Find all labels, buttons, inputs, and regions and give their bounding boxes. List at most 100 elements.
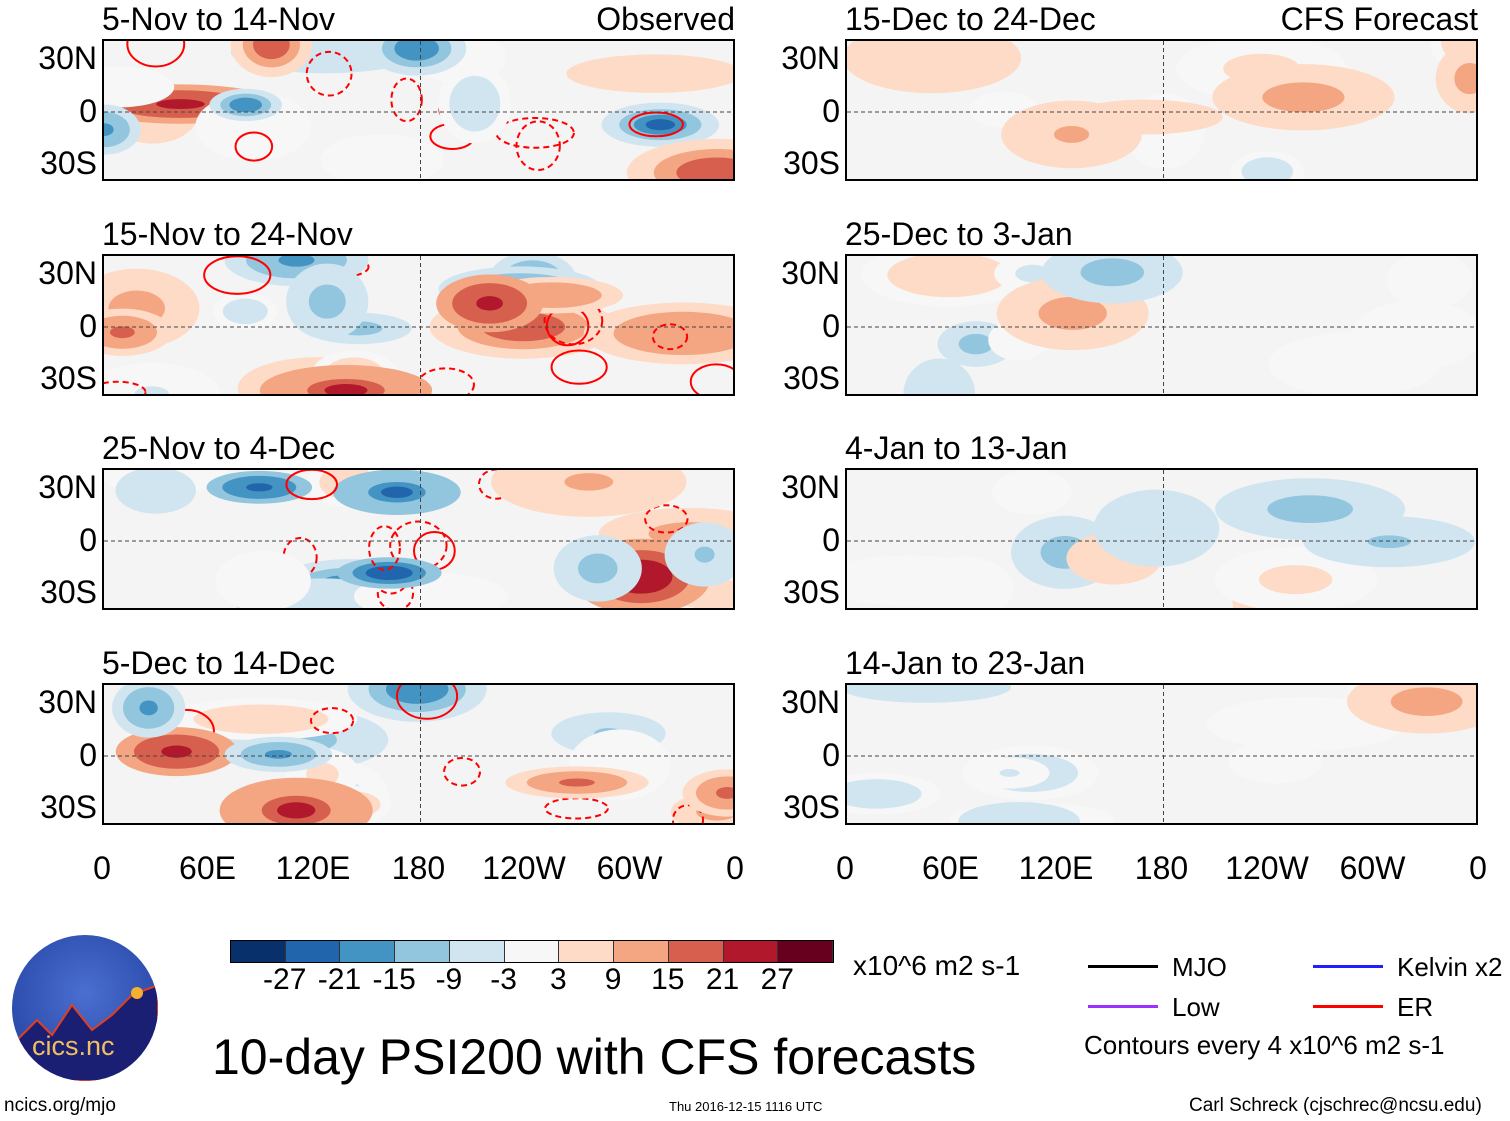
psi-anomaly-blob: [139, 700, 158, 716]
er-contour: [651, 323, 689, 351]
er-contour: [104, 380, 147, 394]
psi-anomaly-blob: [1053, 304, 1092, 323]
lon-label: 120E: [1018, 850, 1094, 886]
psi-anomaly-blob: [1263, 756, 1287, 768]
colorbar-swatch: [340, 941, 396, 962]
colorbar-swatch: [285, 941, 341, 962]
psi-anomaly-blob: [658, 325, 708, 342]
lat-label: 30N: [38, 469, 97, 505]
er-contour: [126, 41, 186, 68]
colorbar-tick-label: -9: [435, 963, 463, 996]
legend-line: [1313, 1005, 1383, 1008]
units-label: x10^6 m2 s-1: [853, 950, 1021, 981]
psi-anomaly-blob: [156, 99, 205, 110]
map-panel: [102, 468, 735, 610]
psi-anomaly-blob: [1258, 166, 1277, 177]
lat-label: 30N: [38, 255, 97, 291]
lat-label: 30S: [783, 145, 840, 181]
psi-anomaly-blob: [860, 788, 893, 800]
psi-anomaly-blob: [265, 749, 292, 759]
lat-label: 0: [79, 521, 97, 558]
psi-anomaly-blob: [376, 569, 403, 577]
figure-title: 10-day PSI200 with CFS forecasts: [212, 1029, 977, 1085]
psi-anomaly-blob: [324, 384, 368, 394]
lon-label: 60E: [179, 850, 236, 886]
er-contour: [550, 349, 608, 385]
panel-title: 5-Nov to 14-Nov: [102, 1, 335, 37]
psi-anomaly-blob: [1126, 112, 1165, 122]
psi-anomaly-blob: [301, 601, 346, 608]
lat-label: 0: [822, 736, 840, 773]
lat-label: 0: [79, 92, 97, 129]
legend-label: Kelvin x2: [1397, 952, 1503, 982]
psi-anomaly-blob: [236, 100, 255, 110]
colorbar-tick-label: 9: [604, 963, 622, 996]
lat-label: 0: [822, 92, 840, 129]
psi-anomaly-blob: [999, 769, 1020, 777]
panel-title: 5-Dec to 14-Dec: [102, 645, 335, 681]
lat-label: 30S: [783, 360, 840, 396]
lat-label: 30S: [40, 574, 97, 610]
psi-anomaly-blob: [404, 41, 430, 56]
lon-label: 120E: [275, 850, 351, 886]
legend-line: [1313, 965, 1383, 968]
lon-label: 180: [1134, 850, 1189, 886]
colorbar-tick-label: -15: [372, 963, 416, 996]
er-contour: [390, 77, 423, 123]
map-panel: [102, 254, 735, 396]
psi-anomaly-blob: [995, 105, 1013, 115]
psi-anomaly-blob: [926, 267, 971, 283]
psi-anomaly-blob: [534, 290, 570, 300]
psi-anomaly-blob: [1406, 693, 1447, 710]
colorbar-swatch: [504, 941, 560, 962]
psi-anomaly-blob: [161, 745, 192, 758]
psi-anomaly-blob: [316, 292, 338, 312]
psi-anomaly-blob: [559, 778, 595, 787]
psi-anomaly-blob: [476, 296, 503, 311]
footer-link[interactable]: ncics.org/mjo: [4, 1095, 116, 1116]
legend-line: [1088, 1005, 1158, 1008]
lat-label: 30S: [40, 360, 97, 396]
colorbar-swatch: [723, 941, 779, 962]
er-contour: [628, 111, 684, 138]
colorbar-swatch: [449, 941, 505, 962]
psi-anomaly-blob: [251, 573, 276, 589]
colorbar-swatch: [559, 941, 615, 962]
colorbar-swatch: [668, 941, 724, 962]
map-panel: [845, 39, 1478, 181]
colorbar-tick-label: 3: [550, 963, 567, 996]
map-panel: [102, 683, 735, 825]
psi-anomaly-blob: [236, 713, 286, 725]
lat-label: 30N: [781, 469, 840, 505]
psi-anomaly-blob: [904, 685, 948, 692]
contour-note: Contours every 4 x10^6 m2 s-1: [1084, 1030, 1445, 1060]
psi-anomaly-blob: [1275, 571, 1316, 588]
psi-anomaly-blob: [886, 574, 934, 587]
colorbar-tick-label: 21: [705, 963, 740, 996]
psi-anomaly-blob: [399, 685, 435, 698]
footer-timestamp: Thu 2016-12-15 1116 UTC: [669, 1099, 823, 1114]
er-contour: [395, 685, 459, 720]
lon-label: 60W: [596, 850, 663, 886]
psi-anomaly-blob: [366, 153, 398, 167]
er-contour: [644, 504, 689, 534]
panel-title: 14-Jan to 23-Jan: [845, 645, 1086, 681]
psi-anomaly-blob: [1281, 717, 1331, 731]
panel-title: 4-Jan to 13-Jan: [845, 430, 1068, 466]
psi-anomaly-blob: [1400, 326, 1434, 344]
psi-anomaly-blob: [301, 47, 350, 58]
lat-label: 30S: [40, 145, 97, 181]
psi-anomaly-blob: [1053, 126, 1090, 143]
psi-anomaly-blob: [1367, 535, 1411, 549]
lon-label: 180: [391, 850, 446, 886]
panel-title: 15-Dec to 24-Dec: [845, 1, 1096, 37]
psi-anomaly-blob: [380, 486, 413, 498]
map-panel: [845, 254, 1478, 396]
psi-anomaly-blob: [465, 93, 484, 114]
er-contour: [689, 363, 733, 394]
psi-anomaly-blob: [1140, 518, 1173, 538]
lon-label: 120W: [1225, 850, 1309, 886]
psi-anomaly-blob: [288, 822, 293, 823]
psi-anomaly-blob: [694, 164, 733, 179]
